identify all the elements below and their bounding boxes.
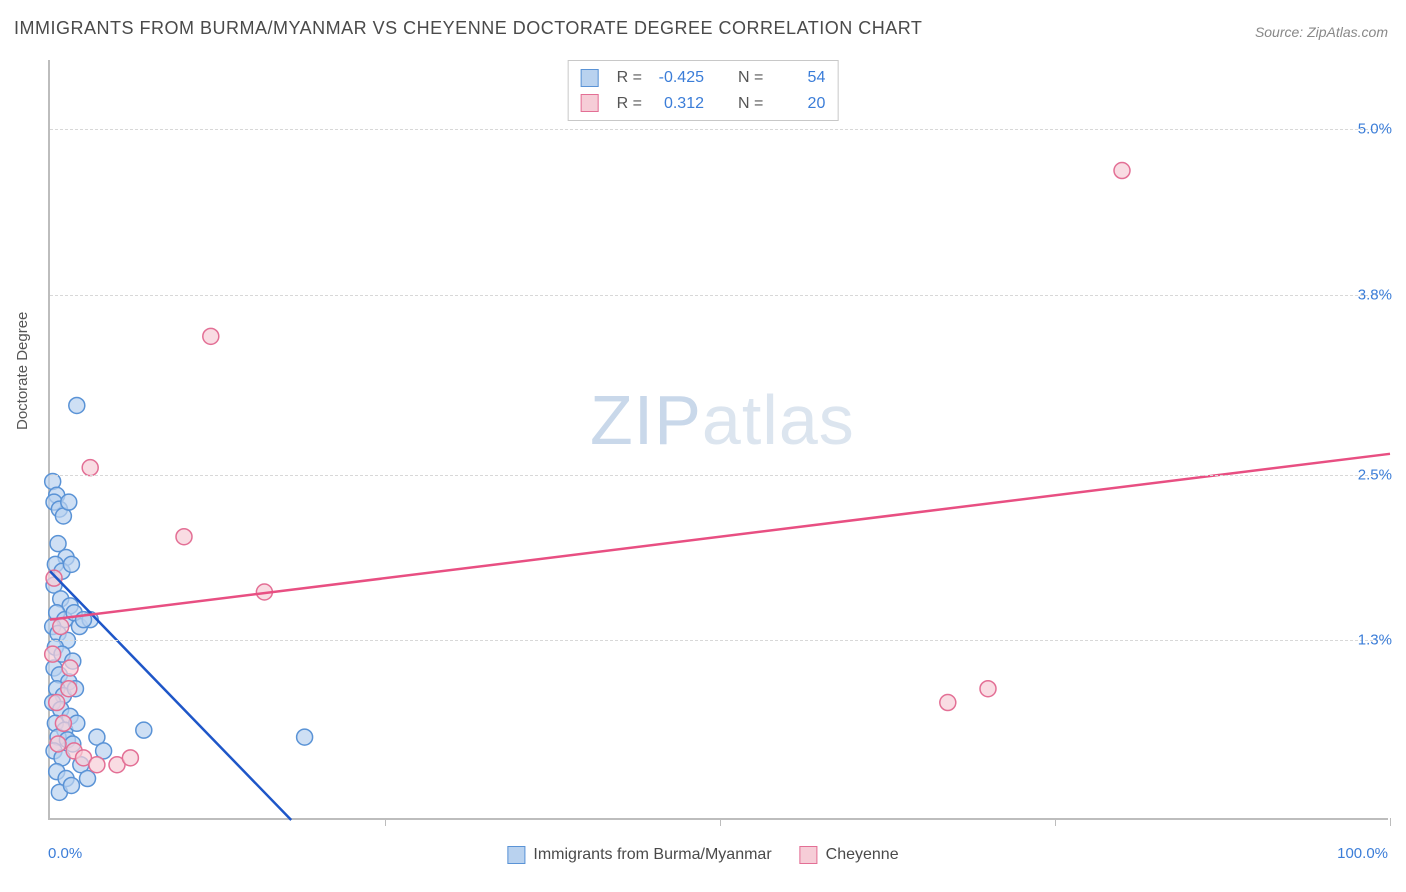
n-label: N = — [738, 91, 763, 117]
gridline — [50, 129, 1388, 130]
x-tick — [720, 818, 721, 826]
regression-line-cheyenne — [50, 454, 1390, 620]
legend-label: Cheyenne — [826, 846, 899, 864]
data-point-burma — [61, 494, 77, 510]
gridline — [50, 640, 1388, 641]
n-label: N = — [738, 65, 763, 91]
data-point-cheyenne — [46, 570, 62, 586]
chart-title: IMMIGRANTS FROM BURMA/MYANMAR VS CHEYENN… — [14, 18, 922, 39]
r-label: R = — [617, 65, 642, 91]
y-tick-label: 5.0% — [1358, 121, 1392, 138]
data-point-cheyenne — [176, 529, 192, 545]
x-tick — [385, 818, 386, 826]
r-label: R = — [617, 91, 642, 117]
source-value: ZipAtlas.com — [1307, 24, 1388, 40]
legend-swatch-burma — [507, 846, 525, 864]
data-point-burma — [63, 556, 79, 572]
data-point-cheyenne — [53, 619, 69, 635]
source-attribution: Source: ZipAtlas.com — [1255, 24, 1388, 40]
data-point-cheyenne — [1114, 163, 1130, 179]
data-point-burma — [136, 722, 152, 738]
r-value: 0.312 — [652, 91, 704, 117]
x-tick — [1055, 818, 1056, 826]
correlation-row-cheyenne: R = 0.312 N = 20 — [581, 91, 826, 117]
data-point-cheyenne — [49, 695, 65, 711]
data-point-cheyenne — [940, 695, 956, 711]
gridline — [50, 295, 1388, 296]
data-point-cheyenne — [62, 660, 78, 676]
n-value: 20 — [773, 91, 825, 117]
legend-swatch-cheyenne — [800, 846, 818, 864]
r-value: -0.425 — [652, 65, 704, 91]
data-point-cheyenne — [50, 736, 66, 752]
correlation-legend: R = -0.425 N = 54 R = 0.312 N = 20 — [568, 60, 839, 121]
data-point-cheyenne — [45, 646, 61, 662]
source-label: Source: — [1255, 24, 1303, 40]
x-axis-min-label: 0.0% — [48, 845, 82, 862]
scatter-plot-svg — [50, 60, 1388, 818]
legend-item-cheyenne: Cheyenne — [800, 846, 899, 864]
legend-item-burma: Immigrants from Burma/Myanmar — [507, 846, 771, 864]
data-point-cheyenne — [980, 681, 996, 697]
n-value: 54 — [773, 65, 825, 91]
data-point-burma — [63, 777, 79, 793]
plot-area — [48, 60, 1388, 820]
data-point-cheyenne — [122, 750, 138, 766]
y-axis-label: Doctorate Degree — [14, 312, 31, 430]
gridline — [50, 475, 1388, 476]
x-axis-max-label: 100.0% — [1337, 845, 1388, 862]
y-tick-label: 2.5% — [1358, 466, 1392, 483]
data-point-burma — [297, 729, 313, 745]
data-point-cheyenne — [89, 757, 105, 773]
y-tick-label: 1.3% — [1358, 632, 1392, 649]
legend-swatch-burma — [581, 69, 599, 87]
data-point-burma — [69, 397, 85, 413]
x-tick — [1390, 818, 1391, 826]
data-point-burma — [80, 771, 96, 787]
data-point-cheyenne — [82, 460, 98, 476]
series-legend: Immigrants from Burma/Myanmar Cheyenne — [507, 846, 898, 864]
legend-label: Immigrants from Burma/Myanmar — [533, 846, 771, 864]
data-point-cheyenne — [203, 328, 219, 344]
data-point-cheyenne — [55, 715, 71, 731]
y-tick-label: 3.8% — [1358, 286, 1392, 303]
data-point-cheyenne — [61, 681, 77, 697]
correlation-row-burma: R = -0.425 N = 54 — [581, 65, 826, 91]
legend-swatch-cheyenne — [581, 94, 599, 112]
